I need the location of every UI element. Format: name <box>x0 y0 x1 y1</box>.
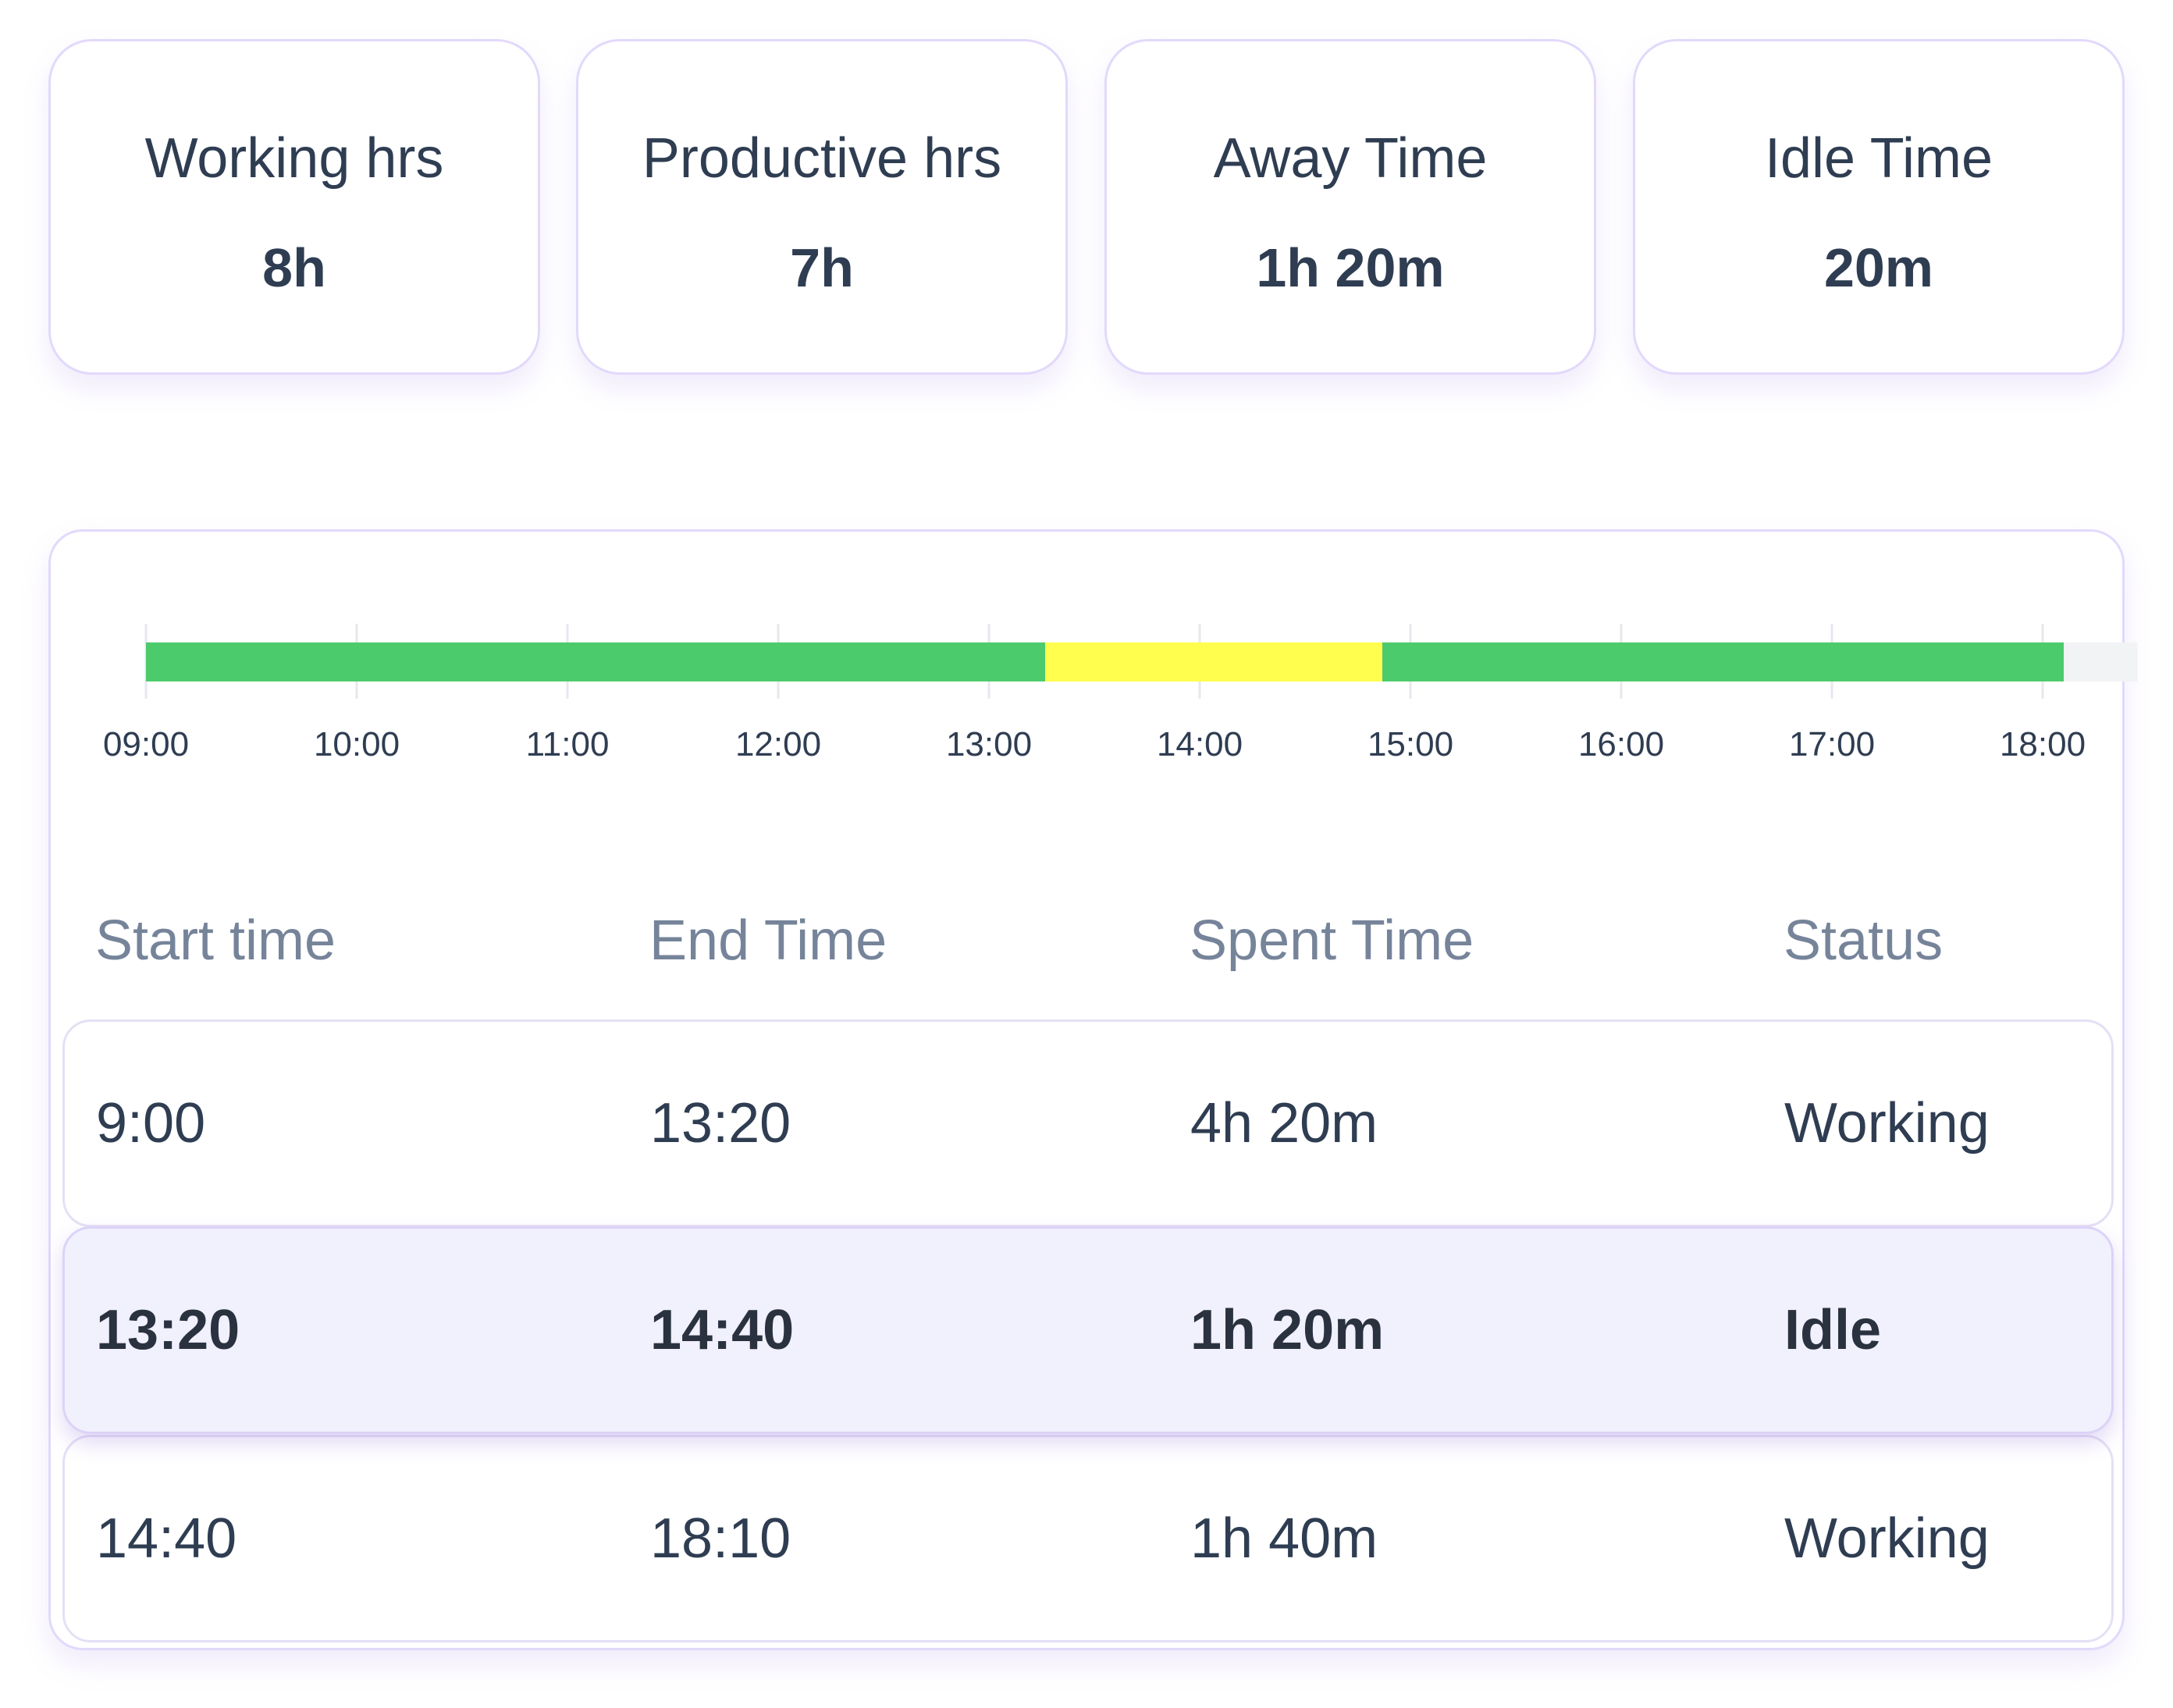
timeline-tick-label: 14:00 <box>1156 725 1243 763</box>
stat-value: 7h <box>790 237 854 298</box>
column-header-end-time[interactable]: End Time <box>649 909 887 972</box>
timeline-segment-working <box>146 642 1045 681</box>
start-time-cell: 14:40 <box>96 1507 237 1570</box>
stat-title: Productive hrs <box>642 127 1002 190</box>
timeline-segment-working <box>1382 642 2064 681</box>
table-row-selected[interactable]: 13:20 14:40 1h 20m Idle <box>62 1226 2114 1434</box>
column-header-start-time[interactable]: Start time <box>95 909 336 972</box>
activity-timeline <box>144 624 2138 699</box>
stat-title: Away Time <box>1213 127 1488 190</box>
stat-card-working-hrs: Working hrs 8h <box>48 39 540 375</box>
timeline-tick-label: 17:00 <box>1788 725 1876 763</box>
spent-time-cell: 1h 40m <box>1190 1507 1378 1570</box>
start-time-cell: 9:00 <box>96 1092 206 1155</box>
timeline-tick-label: 09:00 <box>102 725 190 763</box>
timeline-tick-label: 18:00 <box>1999 725 2086 763</box>
spent-time-cell: 1h 20m <box>1190 1299 1385 1361</box>
timeline-tick-label: 10:00 <box>313 725 400 763</box>
start-time-cell: 13:20 <box>96 1299 240 1361</box>
timeline-segment-idle <box>1045 642 1382 681</box>
table-row[interactable]: 14:40 18:10 1h 40m Working <box>62 1435 2114 1642</box>
column-header-status[interactable]: Status <box>1784 909 1944 972</box>
stat-card-productive-hrs: Productive hrs 7h <box>576 39 1068 375</box>
column-header-spent-time[interactable]: Spent Time <box>1190 909 1474 972</box>
stat-value: 1h 20m <box>1256 237 1445 298</box>
end-time-cell: 13:20 <box>650 1092 791 1155</box>
timeline-tick-label: 16:00 <box>1577 725 1665 763</box>
timeline-tick-label: 13:00 <box>945 725 1033 763</box>
stat-title: Idle Time <box>1764 127 1993 190</box>
end-time-cell: 18:10 <box>650 1507 791 1570</box>
stat-value: 20m <box>1823 237 1934 298</box>
timeline-tick-label: 12:00 <box>734 725 822 763</box>
status-cell: Working <box>1784 1092 1990 1155</box>
status-cell: Idle <box>1784 1299 1882 1361</box>
timeline-tick-label: 11:00 <box>525 725 610 763</box>
timeline-tick-label: 15:00 <box>1367 725 1454 763</box>
stat-card-idle-time: Idle Time 20m <box>1633 39 2125 375</box>
stat-title: Working hrs <box>144 127 444 190</box>
spent-time-cell: 4h 20m <box>1190 1092 1378 1155</box>
stat-card-away-time: Away Time 1h 20m <box>1104 39 1596 375</box>
stat-value: 8h <box>262 237 326 298</box>
table-row[interactable]: 9:00 13:20 4h 20m Working <box>62 1019 2114 1227</box>
end-time-cell: 14:40 <box>650 1299 795 1361</box>
status-cell: Working <box>1784 1507 1990 1570</box>
